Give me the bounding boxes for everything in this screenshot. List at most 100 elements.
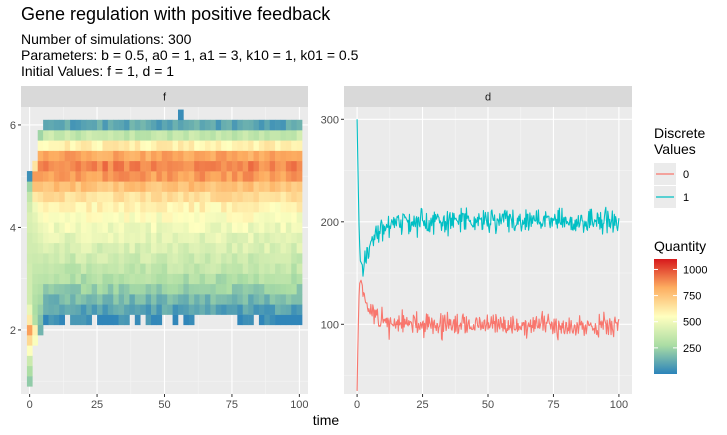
heatmap-cell	[221, 283, 227, 295]
heatmap-cell	[237, 150, 244, 162]
heatmap-cell	[296, 294, 303, 305]
heatmap-cell	[140, 181, 146, 192]
heatmap-cell	[129, 201, 136, 213]
heatmap-cell	[264, 304, 270, 315]
heatmap-cell	[118, 130, 125, 141]
heatmap-cell	[48, 253, 55, 264]
heatmap-cell	[37, 130, 44, 141]
heatmap-cell	[204, 160, 211, 172]
heatmap-cell	[37, 232, 44, 244]
heatmap-cell	[97, 150, 103, 162]
d-y-tick-label: 300	[321, 114, 339, 126]
heatmap-cell	[64, 283, 71, 295]
heatmap-cell	[183, 119, 190, 131]
heatmap-cell	[183, 242, 190, 254]
heatmap-cell	[280, 160, 287, 172]
heatmap-cell	[129, 212, 136, 223]
heatmap-cell	[258, 273, 265, 285]
heatmap-cell	[26, 273, 33, 285]
d-x-tick-label: 50	[482, 399, 494, 411]
heatmap-cell	[204, 222, 211, 233]
heatmap-cell	[226, 283, 233, 295]
heatmap-cell	[97, 294, 103, 305]
heatmap-cell	[43, 181, 49, 192]
heatmap-cell	[269, 253, 276, 264]
heatmap-cell	[248, 222, 254, 233]
subtitle-parameters: Parameters: b = 0.5, a0 = 1, a1 = 3, k10…	[21, 47, 359, 63]
heatmap-cell	[59, 314, 65, 326]
heatmap-cell	[75, 201, 82, 213]
heatmap-cell	[269, 130, 276, 141]
heatmap-cell	[172, 201, 179, 213]
panel-d-y-ticks: 100 200 300	[321, 114, 344, 331]
heatmap-cell	[275, 150, 281, 162]
heatmap-cell	[102, 171, 109, 182]
heatmap-cell	[32, 222, 39, 233]
heatmap-cell	[210, 222, 217, 233]
quantity-tick-label: 1000	[683, 264, 707, 276]
heatmap-cell	[264, 160, 270, 172]
heatmap-cell	[264, 242, 270, 254]
heatmap-cell	[177, 181, 184, 192]
heatmap-cell	[258, 314, 265, 326]
heatmap-cell	[177, 160, 184, 172]
heatmap-cell	[183, 140, 190, 151]
heatmap-cell	[210, 201, 217, 213]
heatmap-cell	[253, 294, 260, 305]
heatmap-cell	[107, 314, 114, 326]
heatmap-cell	[226, 232, 233, 244]
heatmap-cell	[134, 283, 141, 295]
heatmap-cell	[32, 201, 39, 213]
heatmap-cell	[151, 140, 157, 151]
heatmap-cell	[177, 222, 184, 233]
heatmap-cell	[80, 119, 87, 131]
heatmap-cell	[167, 222, 173, 233]
heatmap-cell	[102, 212, 109, 223]
heatmap-cell	[248, 253, 254, 264]
heatmap-cell	[253, 140, 260, 151]
heatmap-cell	[253, 232, 260, 244]
heatmap-cell	[280, 314, 287, 326]
heatmap-cell	[145, 171, 152, 182]
heatmap-cell	[167, 191, 173, 203]
heatmap-cell	[102, 222, 109, 233]
heatmap-cell	[188, 304, 195, 315]
heatmap-cell	[264, 201, 270, 213]
heatmap-cell	[140, 140, 146, 151]
heatmap-cell	[124, 181, 130, 192]
heatmap-cell	[285, 283, 292, 295]
heatmap-cell	[48, 140, 55, 151]
heatmap-cell	[269, 242, 276, 254]
heatmap-cell	[32, 263, 39, 274]
heatmap-cell	[253, 201, 260, 213]
heatmap-cell	[102, 119, 109, 131]
heatmap-cell	[161, 263, 168, 274]
legend-quantity: Quantity 250 500 750 1000	[654, 238, 707, 374]
heatmap-cell	[167, 130, 173, 141]
heatmap-cell	[156, 181, 163, 192]
heatmap-cell	[43, 171, 49, 182]
heatmap-cell	[134, 140, 141, 151]
heatmap-cell	[237, 212, 244, 223]
heatmap-cell	[264, 253, 270, 264]
heatmap-cell	[291, 263, 297, 274]
heatmap-cell	[199, 222, 206, 233]
heatmap-cell	[48, 222, 55, 233]
heatmap-cell	[248, 171, 254, 182]
heatmap-cell	[177, 212, 184, 223]
heatmap-cell	[275, 304, 281, 315]
heatmap-cell	[291, 201, 297, 213]
heatmap-cell	[275, 160, 281, 172]
heatmap-cell	[172, 171, 179, 182]
heatmap-cell	[177, 283, 184, 295]
heatmap-cell	[210, 171, 217, 182]
heatmap-cell	[91, 253, 98, 264]
heatmap-cell	[248, 150, 254, 162]
heatmap-cell	[107, 222, 114, 233]
heatmap-cell	[177, 109, 184, 121]
heatmap-cell	[291, 294, 297, 305]
heatmap-cell	[188, 222, 195, 233]
heatmap-cell	[43, 150, 49, 162]
heatmap-cell	[129, 242, 136, 254]
heatmap-cell	[188, 191, 195, 203]
